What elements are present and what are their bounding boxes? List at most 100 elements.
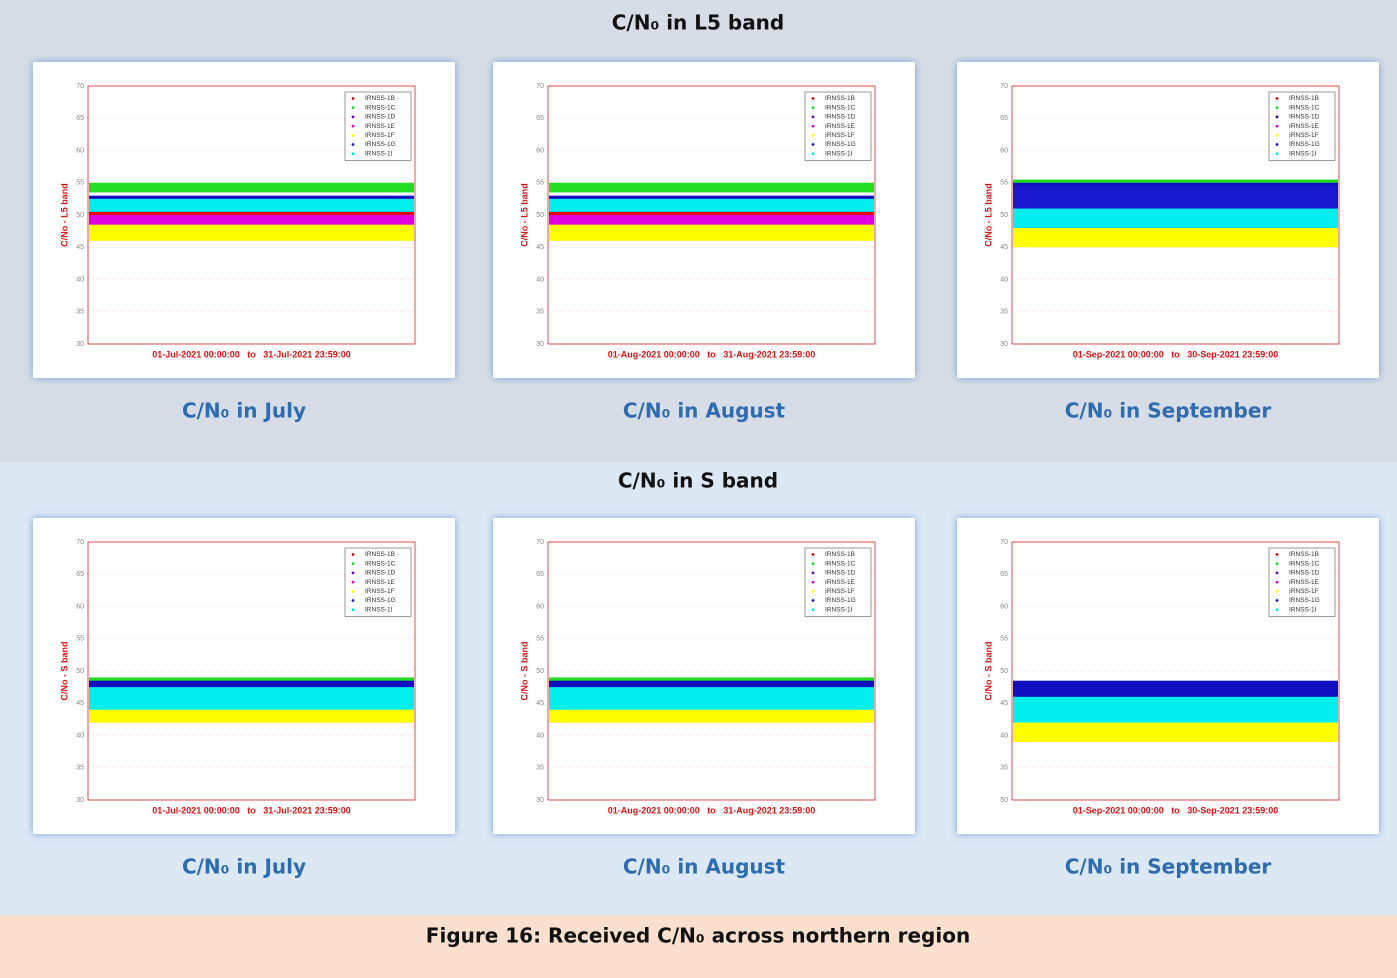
legend-entry: IRNSS-1G (365, 141, 396, 148)
legend-box (344, 91, 412, 161)
legend-entry: IRNSS-1D (1289, 570, 1320, 577)
y-tick-label: 45 (76, 244, 84, 251)
y-tick-label: 70 (536, 83, 544, 90)
legend-marker (351, 608, 355, 612)
legend-marker (351, 553, 355, 556)
y-tick-label: 35 (536, 309, 544, 316)
legend-marker (811, 133, 815, 137)
y-tick-label: 50 (76, 212, 84, 219)
y-axis-label: C/No - S band (59, 642, 69, 701)
legend-entry: IRNSS-1E (825, 123, 856, 130)
legend-entry: IRNSS-1G (825, 141, 856, 148)
legend-marker (1275, 106, 1279, 110)
legend-marker (351, 124, 355, 128)
panel-caption: C/N₀ in July (182, 855, 306, 879)
legend-entry: IRNSS-1I (1289, 606, 1317, 613)
legend-entry: IRNSS-1I (825, 150, 853, 157)
y-tick-label: 30 (76, 797, 84, 804)
legend-entry: IRNSS-1B (1289, 551, 1319, 558)
y-tick-label: 55 (1000, 636, 1008, 643)
y-tick-label: 55 (536, 180, 544, 187)
x-axis-label: 01-Jul-2021 00:00:00 to 31-Jul-2021 23:5… (152, 805, 351, 815)
legend-entry: IRNSS-1F (1289, 588, 1319, 595)
legend-entry: IRNSS-1G (1289, 141, 1320, 148)
legend-entry: IRNSS-1G (1289, 597, 1320, 604)
legend-box (804, 91, 872, 161)
legend-marker (351, 580, 355, 584)
legend-box (804, 547, 872, 617)
legend-entry: IRNSS-1D (1289, 114, 1320, 121)
y-tick-label: 35 (76, 765, 84, 772)
legend-marker (1275, 133, 1279, 137)
x-axis-label: 01-Jul-2021 00:00:00 to 31-Jul-2021 23:5… (152, 349, 351, 359)
value-band (1013, 208, 1338, 228)
legend-box (1268, 547, 1336, 617)
legend-box (1268, 91, 1336, 161)
legend-entry: IRNSS-1C (1289, 104, 1320, 111)
y-tick-label: 65 (536, 115, 544, 122)
legend-marker (351, 562, 355, 566)
legend-marker (811, 152, 815, 156)
y-tick-label: 50 (1000, 668, 1008, 675)
y-tick-label: 35 (1000, 309, 1008, 316)
panel-caption: C/N₀ in September (1065, 855, 1272, 879)
y-tick-label: 35 (76, 309, 84, 316)
legend-marker (811, 562, 815, 566)
y-tick-label: 60 (76, 603, 84, 610)
y-tick-label: 60 (1000, 147, 1008, 154)
panel-caption: C/N₀ in August (623, 399, 786, 423)
y-tick-label: 55 (536, 636, 544, 643)
legend-marker (351, 571, 355, 575)
legend-marker (1275, 608, 1279, 612)
legend-marker (1275, 562, 1279, 566)
legend-marker (811, 580, 815, 584)
x-axis-label: 01-Aug-2021 00:00:00 to 31-Aug-2021 23:5… (608, 349, 816, 359)
y-tick-label: 65 (76, 571, 84, 578)
caption-bg (0, 915, 1397, 978)
figure-caption: Figure 16: Received C/N₀ across northern… (426, 924, 970, 948)
legend-marker (1275, 124, 1279, 128)
value-band (549, 687, 874, 710)
legend-entry: IRNSS-1F (825, 588, 855, 595)
y-tick-label: 60 (536, 603, 544, 610)
legend-marker (811, 143, 815, 146)
legend-marker (351, 152, 355, 156)
plot-frame (547, 541, 876, 801)
y-tick-label: 45 (76, 700, 84, 707)
y-axis-label: C/No - S band (983, 642, 993, 701)
y-tick-label: 45 (536, 244, 544, 251)
legend-entry: IRNSS-1C (1289, 560, 1320, 567)
y-tick-label: 70 (76, 83, 84, 90)
legend-marker (1275, 553, 1279, 556)
y-tick-label: 40 (76, 276, 84, 283)
x-axis-label: 01-Sep-2021 00:00:00 to 30-Sep-2021 23:5… (1073, 349, 1279, 359)
legend-entry: IRNSS-1E (825, 579, 856, 586)
legend-marker (1275, 571, 1279, 575)
legend-marker (811, 97, 815, 100)
legend-entry: IRNSS-1E (365, 579, 396, 586)
y-axis-label: C/No - L5 band (59, 183, 69, 247)
legend-marker (1275, 97, 1279, 100)
chart-panel: 30 35 40 45 50 55 60 65 70 C/No - L5 band 01-Sep-2… (957, 62, 1379, 378)
legend-marker (351, 106, 355, 110)
plot-frame (547, 85, 876, 345)
legend-entry: IRNSS-1D (825, 114, 856, 121)
legend-marker (811, 608, 815, 612)
panel-caption: C/N₀ in July (182, 399, 306, 423)
y-tick-label: 40 (536, 276, 544, 283)
y-tick-label: 40 (76, 732, 84, 739)
legend-entry: IRNSS-1E (1289, 579, 1320, 586)
y-tick-label: 70 (76, 539, 84, 546)
legend-entry: IRNSS-1F (365, 588, 395, 595)
y-tick-label: 30 (536, 797, 544, 804)
legend-marker (1275, 152, 1279, 156)
legend-entry: IRNSS-1F (365, 132, 395, 139)
x-axis-label: 01-Aug-2021 00:00:00 to 31-Aug-2021 23:5… (608, 805, 816, 815)
legend-marker (351, 589, 355, 593)
y-tick-label: 65 (1000, 571, 1008, 578)
legend-marker (1275, 599, 1279, 602)
y-tick-label: 45 (1000, 244, 1008, 251)
legend-entry: IRNSS-1I (365, 150, 393, 157)
plot-frame (1011, 85, 1340, 345)
